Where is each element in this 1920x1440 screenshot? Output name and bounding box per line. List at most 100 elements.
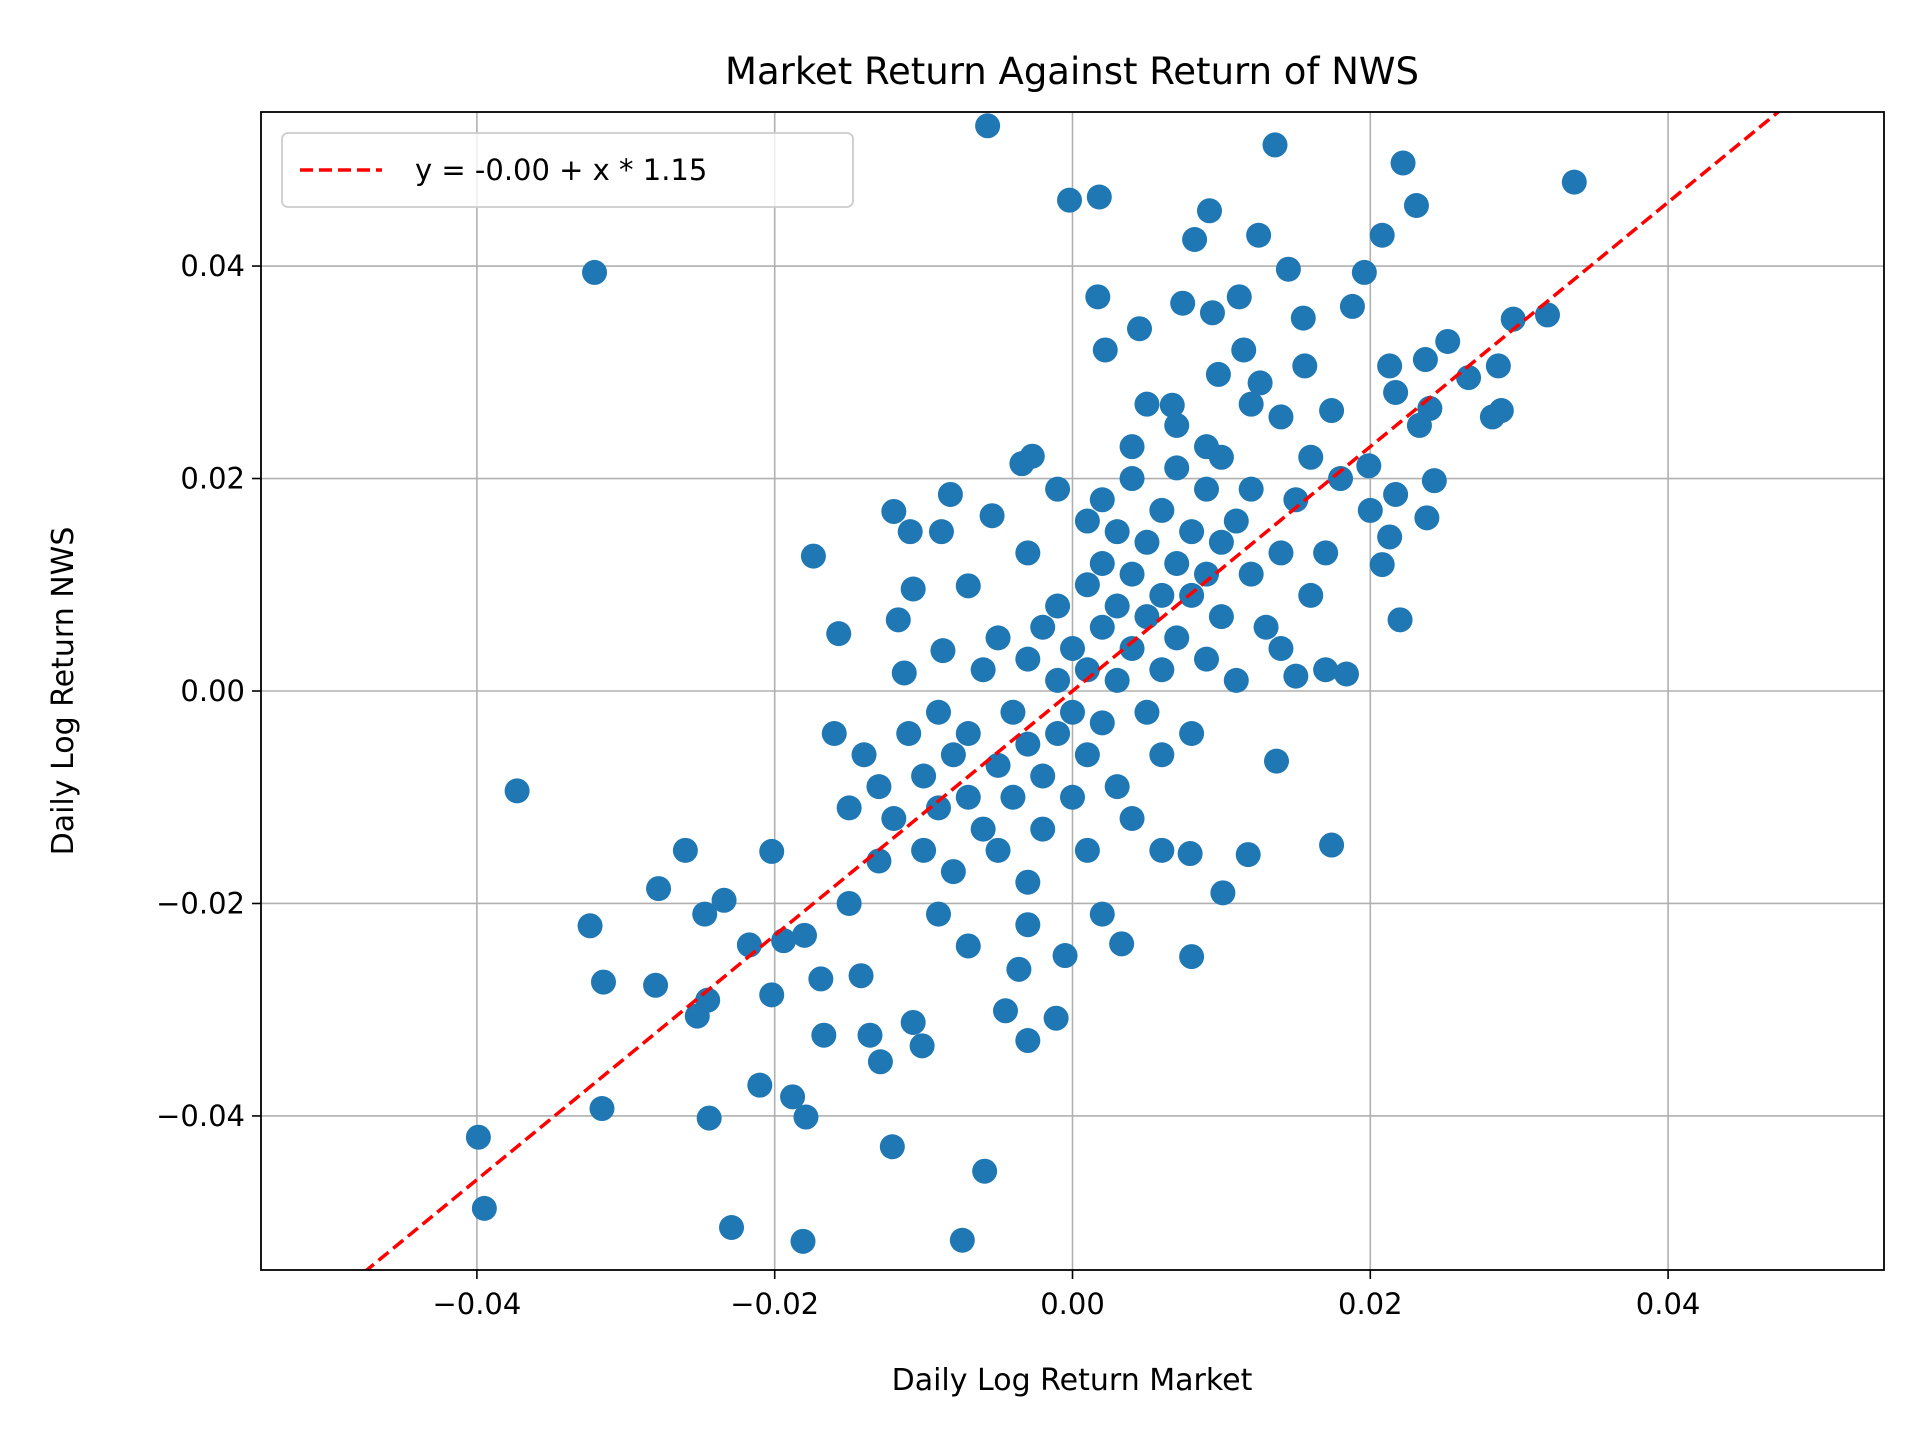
data-point (1179, 519, 1205, 545)
data-point (1045, 667, 1071, 693)
data-point (1119, 805, 1145, 831)
data-point (1060, 784, 1085, 810)
data-point (1060, 636, 1085, 662)
data-point (1238, 476, 1264, 502)
data-point (1089, 710, 1115, 736)
data-point (1074, 572, 1100, 598)
x-tick-label: −0.04 (432, 1287, 521, 1321)
data-point (1015, 912, 1041, 938)
data-point (1015, 869, 1041, 895)
data-point (979, 503, 1005, 529)
data-point (1283, 487, 1309, 513)
legend-box (281, 132, 854, 208)
data-point (1015, 646, 1041, 672)
data-point (1134, 699, 1160, 725)
data-point (1268, 636, 1294, 662)
data-point (972, 1158, 998, 1184)
data-point (1074, 837, 1100, 863)
data-point (1164, 455, 1190, 481)
data-point (900, 576, 926, 602)
data-point (1268, 540, 1294, 566)
legend: y = -0.00 + x * 1.15 (281, 132, 854, 208)
data-point (821, 720, 847, 746)
data-point (826, 621, 852, 647)
data-point (793, 1104, 819, 1130)
data-point (909, 1033, 935, 1059)
data-point (836, 890, 862, 916)
data-point (577, 913, 603, 939)
data-point (1357, 497, 1383, 523)
data-point (1561, 169, 1587, 195)
data-point (1164, 625, 1190, 651)
data-point (791, 922, 817, 948)
data-point (1313, 657, 1339, 683)
data-point (1479, 404, 1505, 430)
data-point (881, 805, 907, 831)
data-point (1421, 468, 1447, 494)
data-point (975, 113, 1001, 139)
data-point (848, 963, 874, 989)
data-point (1456, 365, 1482, 391)
data-point (1319, 832, 1345, 858)
data-point (937, 481, 963, 507)
data-point (985, 625, 1011, 651)
x-axis-label: Daily Log Return Market (892, 1363, 1253, 1398)
data-point (692, 901, 718, 927)
data-point (1179, 720, 1205, 746)
data-point (1298, 444, 1324, 470)
data-point (911, 763, 937, 789)
fit-line (364, 112, 1781, 1270)
data-point (1534, 302, 1560, 328)
data-point (900, 1009, 926, 1035)
data-point (1403, 192, 1429, 218)
data-point (1030, 816, 1056, 842)
data-point (1074, 742, 1100, 768)
data-point (582, 259, 608, 285)
data-point (879, 1134, 905, 1160)
data-point (1223, 508, 1249, 534)
data-point (471, 1195, 497, 1221)
data-point (1485, 353, 1511, 379)
data-point (1223, 667, 1249, 693)
data-point (1104, 667, 1130, 693)
y-tick-label: 0.02 (180, 462, 245, 496)
data-point (1196, 198, 1222, 224)
data-point (1339, 293, 1365, 319)
data-point (1104, 593, 1130, 619)
data-point (1208, 529, 1234, 555)
data-point (857, 1022, 883, 1048)
data-point (1268, 404, 1294, 430)
data-point (1015, 731, 1041, 757)
data-point (891, 660, 917, 686)
data-point (643, 972, 669, 998)
data-point (1208, 604, 1234, 630)
data-point (1177, 841, 1203, 867)
data-point (711, 887, 737, 913)
data-point (1238, 391, 1264, 417)
data-point (992, 998, 1018, 1024)
data-point (1238, 561, 1264, 587)
data-point (1149, 497, 1175, 523)
data-point (955, 720, 981, 746)
data-point (1247, 370, 1273, 396)
data-point (1298, 582, 1324, 608)
data-point (1356, 453, 1382, 479)
data-point (911, 837, 937, 863)
chart-title: Market Return Against Return of NWS (725, 50, 1419, 93)
data-point (896, 720, 922, 746)
data-point (504, 778, 530, 804)
data-point (985, 837, 1011, 863)
data-point (940, 742, 966, 768)
data-point (1074, 657, 1100, 683)
data-point (1283, 663, 1309, 689)
data-point (1210, 880, 1236, 906)
data-point (1015, 540, 1041, 566)
data-point (1149, 657, 1175, 683)
x-tick-label: −0.02 (730, 1287, 819, 1321)
data-point (1074, 508, 1100, 534)
data-point (719, 1215, 745, 1241)
data-point (780, 1084, 806, 1110)
data-point (684, 1003, 710, 1029)
data-point (1313, 540, 1339, 566)
